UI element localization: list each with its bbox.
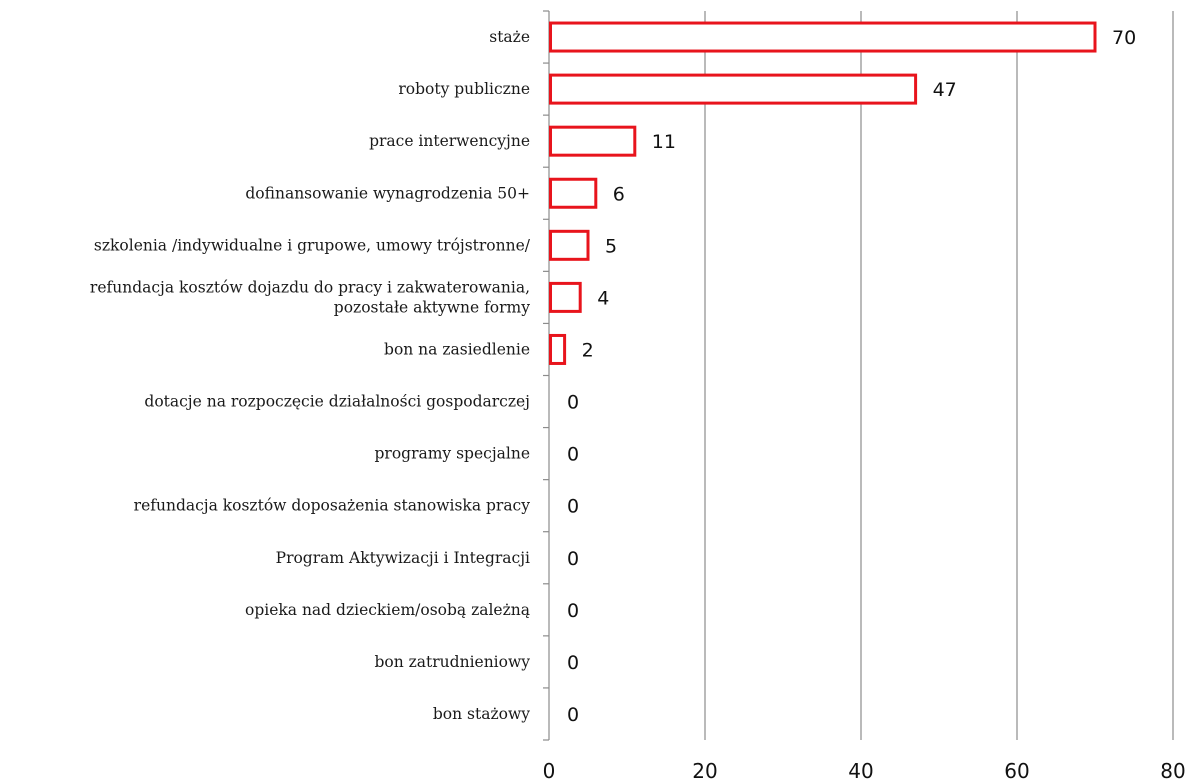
category-label: opieka nad dzieckiem/osobą zależną bbox=[245, 601, 530, 619]
data-label: 0 bbox=[567, 496, 579, 518]
x-tick-label: 40 bbox=[848, 759, 873, 782]
bar bbox=[549, 333, 567, 365]
data-label: 0 bbox=[567, 652, 579, 674]
y-axis bbox=[543, 10, 550, 741]
data-label: 0 bbox=[567, 600, 579, 622]
data-label: 0 bbox=[567, 392, 579, 414]
category-label: pozostałe aktywne formy bbox=[334, 298, 530, 316]
grid-lines bbox=[704, 11, 1174, 740]
data-label: 11 bbox=[652, 131, 676, 153]
category-labels: staże roboty publiczne prace interwencyjne… bbox=[90, 28, 531, 723]
bars bbox=[549, 21, 1097, 365]
bar bbox=[549, 229, 590, 261]
bar bbox=[549, 21, 1097, 53]
category-label: szkolenia /indywidualne i grupowe, umowy… bbox=[94, 236, 531, 254]
category-label: refundacja kosztów dojazdu do pracy i za… bbox=[90, 278, 530, 296]
data-label: 5 bbox=[605, 235, 617, 257]
category-label: staże bbox=[489, 28, 530, 46]
category-label: roboty publiczne bbox=[398, 80, 530, 98]
category-label: bon na zasiedlenie bbox=[384, 340, 530, 358]
category-label: Program Aktywizacji i Integracji bbox=[276, 549, 530, 567]
data-label: 0 bbox=[567, 704, 579, 726]
bar bbox=[549, 73, 918, 105]
category-label: prace interwencyjne bbox=[369, 132, 530, 150]
data-label: 47 bbox=[933, 79, 957, 101]
bar bbox=[549, 177, 598, 209]
data-label: 0 bbox=[567, 548, 579, 570]
x-tick-label: 60 bbox=[1004, 759, 1029, 782]
x-tick-label: 0 bbox=[543, 759, 556, 782]
category-label: dofinansowanie wynagrodzenia 50+ bbox=[245, 184, 530, 202]
category-label: dotacje na rozpoczęcie działalności gosp… bbox=[144, 393, 530, 411]
category-label: bon stażowy bbox=[433, 705, 530, 723]
category-label: refundacja kosztów doposażenia stanowisk… bbox=[134, 497, 531, 515]
data-labels: 70 47 11 6 5 4 2 0 0 0 0 0 0 0 bbox=[567, 27, 1136, 726]
x-tick-label: 20 bbox=[692, 759, 717, 782]
category-label: programy specjalne bbox=[374, 445, 530, 463]
data-label: 2 bbox=[582, 339, 594, 361]
data-label: 4 bbox=[597, 287, 609, 309]
x-tick-labels: 0 20 40 60 80 bbox=[543, 759, 1186, 782]
data-label: 0 bbox=[567, 444, 579, 466]
category-label: bon zatrudnieniowy bbox=[374, 653, 530, 671]
data-label: 70 bbox=[1112, 27, 1136, 49]
data-label: 6 bbox=[613, 183, 625, 205]
x-tick-label: 80 bbox=[1160, 759, 1185, 782]
bar bbox=[549, 125, 637, 157]
bar bbox=[549, 281, 582, 313]
